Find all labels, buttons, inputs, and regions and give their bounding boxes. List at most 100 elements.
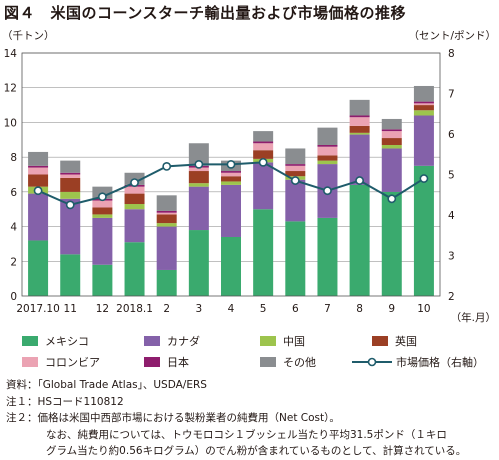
bar-segment [413, 165, 434, 296]
legend-label-market-price: 市場価格（右軸） [396, 356, 484, 369]
y-left-tick-label: 0 [10, 291, 17, 303]
bar-segment [156, 214, 177, 224]
legend-swatch-uk [372, 336, 388, 346]
market-price-point [194, 159, 204, 169]
legend-item-colombia: コロンビア [22, 354, 100, 370]
x-tick-label: 2017.10 [16, 303, 59, 315]
notes: 資料：「Global Trade Atlas」、USDA/ERS 注１：HSコー… [6, 377, 466, 460]
y-left-tick-label: 2 [10, 256, 17, 268]
note-1: 注１：HSコード110812 [6, 395, 124, 408]
bar-segment [221, 176, 241, 182]
x-tick-label: 12 [96, 303, 109, 315]
legend-label-china: 中国 [283, 335, 305, 348]
bar-segment [156, 210, 177, 213]
y-left-tick-label: 6 [10, 187, 17, 199]
bar-segment [253, 209, 274, 296]
bar-segment [253, 162, 274, 210]
bar-segment [221, 181, 241, 185]
bar-segment [188, 186, 209, 231]
legend-swatch-china [260, 336, 276, 346]
bar-segment [188, 183, 209, 187]
bar-segment [285, 148, 306, 165]
legend-swatch-market-price [352, 357, 392, 367]
bar-segment [221, 171, 241, 173]
x-tick-label: 9 [388, 303, 395, 315]
bar-segment [317, 127, 338, 145]
market-price-point [65, 200, 75, 210]
bar-segment [285, 171, 306, 177]
chart-title: 図４ 米国のコーンスターチ輸出量および市場価格の推移 [4, 4, 406, 22]
legend-label-japan: 日本 [167, 356, 189, 369]
bar-segment [124, 242, 145, 296]
bar-segment [124, 209, 145, 243]
x-tick-label: 7 [324, 303, 331, 315]
y-left-tick-label: 4 [10, 222, 17, 234]
y-left-tick-label: 10 [4, 117, 17, 129]
bar-segment [92, 264, 113, 296]
market-price-point [97, 192, 107, 202]
plot-frame [21, 52, 441, 297]
legend: メキシコ カナダ 中国 英国 コロンビア 日本 その他 市場価格（右軸） [14, 327, 499, 375]
bar-segment [60, 160, 81, 173]
bar-segment [349, 99, 370, 116]
bar-segment [188, 167, 209, 172]
x-tick-label: 10 [417, 303, 430, 315]
note-2: 注２：価格は米国中西部市場における製粉業者の純費用（Net Cost）。 [6, 412, 340, 424]
bar-segment [413, 103, 434, 106]
x-tick-label: 2 [163, 303, 170, 315]
market-price-point [419, 174, 429, 183]
bar-segment [381, 148, 402, 192]
x-tick-label: 11 [64, 303, 77, 315]
bar-segment [92, 214, 113, 218]
y-left-tick-label: 12 [4, 83, 17, 95]
bar-segment [317, 144, 338, 147]
legend-swatch-canada [144, 336, 160, 346]
x-tick-label: 4 [228, 303, 235, 315]
legend-item-china: 中国 [260, 333, 305, 349]
bar-segment [285, 165, 306, 172]
bar-segment [28, 193, 49, 241]
bar-segment [221, 236, 241, 296]
y-right-tick-label: 3 [448, 251, 455, 263]
legend-item-mexico: メキシコ [22, 333, 89, 349]
bar-segment [285, 164, 306, 166]
bar-segment [156, 269, 177, 296]
bar-segment [28, 151, 49, 166]
bar-segment [349, 117, 370, 126]
note-source: 資料：「Global Trade Atlas」、USDA/ERS [6, 379, 207, 391]
bar-segment [188, 143, 209, 166]
x-axis-label: （年.月） [451, 311, 496, 324]
bar-segment [317, 155, 338, 161]
bar-segment [253, 150, 274, 159]
bar-segment [28, 240, 49, 296]
y-right-tick-label: 6 [448, 129, 455, 141]
bar-segment [60, 174, 81, 178]
y-right-tick-label: 5 [448, 170, 455, 182]
bar-segment [253, 141, 274, 144]
bar-segment [381, 118, 402, 130]
bar-segment [92, 200, 113, 208]
bar-segment [221, 184, 241, 237]
bar-segment [92, 217, 113, 265]
bar-segment [381, 138, 402, 145]
legend-item-market-price: 市場価格（右軸） [352, 354, 484, 370]
x-tick-label: 5 [260, 303, 267, 315]
bar-segment [381, 144, 402, 149]
market-price-point [387, 194, 397, 204]
market-price-point [130, 178, 139, 187]
bar-segment [349, 134, 370, 185]
bar-segment [60, 191, 81, 199]
x-tick-label: 3 [196, 303, 203, 315]
bar-segment [156, 212, 177, 215]
market-price-point [162, 161, 172, 171]
bar-segment [60, 172, 81, 175]
y-left-axis-label: （千トン） [2, 30, 55, 42]
bar-segment [188, 230, 209, 296]
bar-segment [60, 254, 81, 296]
bar-segment [28, 165, 49, 168]
bar-segment [60, 177, 81, 192]
bar-segment [381, 129, 402, 132]
bar-segment [349, 184, 370, 296]
bar-segment [221, 172, 241, 177]
market-price-point [355, 176, 365, 185]
